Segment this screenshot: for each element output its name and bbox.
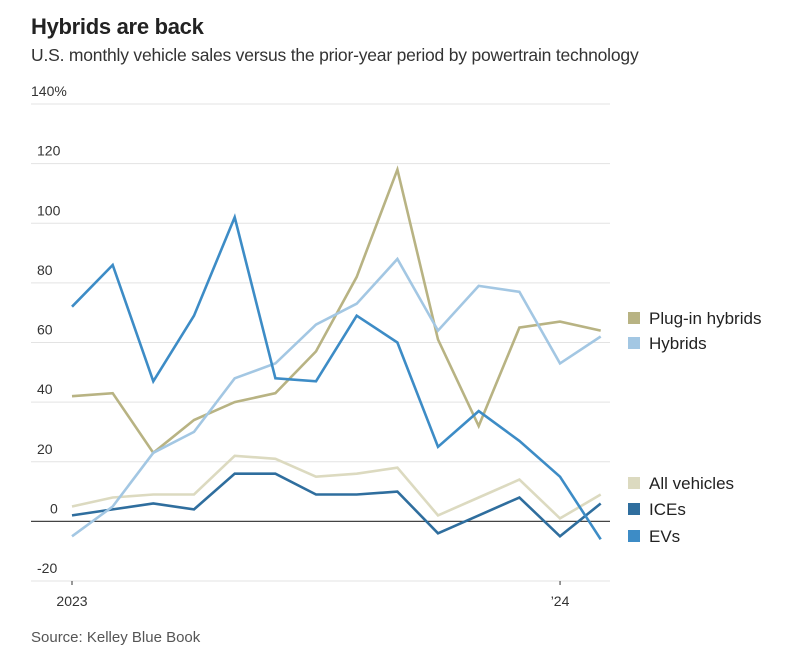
legend-swatch-all-vehicles — [628, 477, 640, 489]
y-axis-ticks: 140% 120 100 80 60 40 20 0 -20 — [31, 83, 67, 576]
legend-swatch-ices — [628, 503, 640, 515]
y-tick-label: -20 — [37, 560, 57, 576]
y-tick-label: 0 — [50, 500, 58, 516]
series-line-evs — [71, 213, 602, 541]
y-tick-label: 120 — [37, 143, 61, 159]
y-tick-label: 80 — [37, 262, 53, 278]
x-tick-label: 2023 — [56, 593, 87, 609]
legend-label-evs: EVs — [649, 527, 680, 546]
legend-label-ices: ICEs — [649, 500, 686, 519]
series-line-ices — [71, 472, 602, 539]
series-line-all-vehicles — [71, 454, 602, 521]
source-note: Source: Kelley Blue Book — [31, 629, 201, 646]
y-tick-label: 140% — [31, 83, 67, 99]
y-tick-label: 100 — [37, 202, 61, 218]
x-axis-ticks: 2023 ’24 — [56, 581, 570, 609]
gridlines — [31, 103, 610, 582]
legend-swatch-evs — [628, 530, 640, 542]
legend: Plug-in hybrids Hybrids All vehicles ICEs EV… — [628, 309, 761, 546]
legend-swatch-plug-in-hybrids — [628, 312, 640, 324]
y-tick-label: 40 — [37, 381, 53, 397]
series-line-hybrids — [71, 256, 602, 538]
series-line-plug-in-hybrids — [71, 165, 601, 455]
chart-subtitle: U.S. monthly vehicle sales versus the pr… — [31, 45, 639, 65]
y-tick-label: 60 — [37, 322, 53, 338]
legend-label-plug-in-hybrids: Plug-in hybrids — [649, 309, 761, 328]
x-tick-label: ’24 — [551, 593, 570, 609]
y-tick-label: 20 — [37, 441, 53, 457]
legend-label-all-vehicles: All vehicles — [649, 474, 734, 493]
series-lines — [71, 165, 602, 541]
legend-swatch-hybrids — [628, 337, 640, 349]
chart-title: Hybrids are back — [31, 14, 204, 39]
legend-label-hybrids: Hybrids — [649, 334, 707, 353]
